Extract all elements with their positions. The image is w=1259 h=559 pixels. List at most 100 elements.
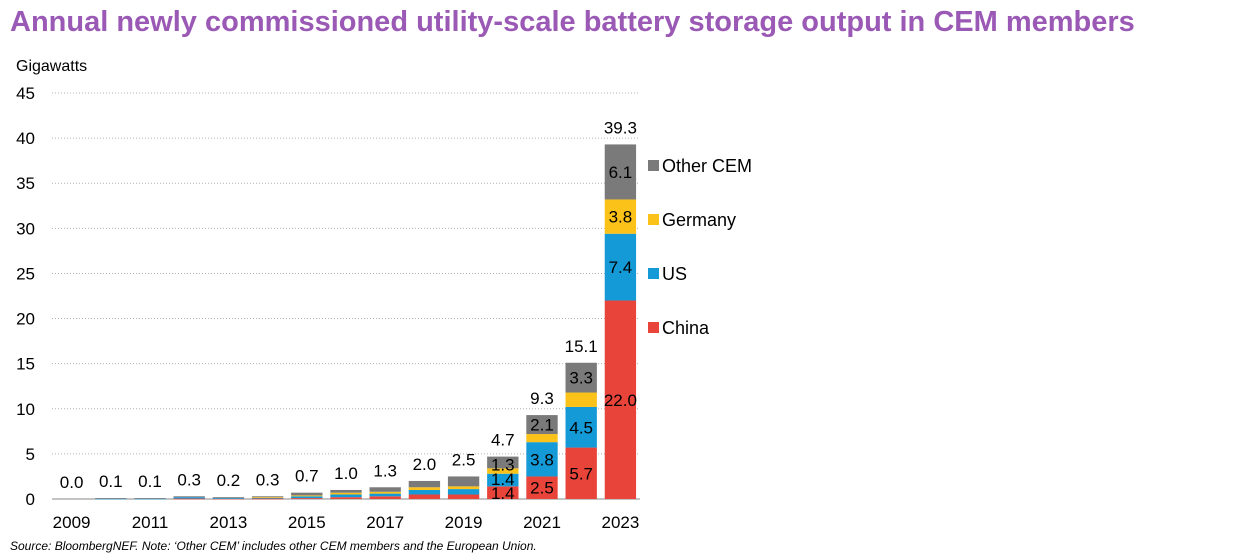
bar-segment-us: [173, 497, 205, 499]
bar-segment-germany: [487, 468, 519, 474]
total-label: 9.3: [530, 389, 554, 408]
y-tick-label: 5: [26, 445, 35, 464]
segment-label: 1.4: [491, 484, 515, 503]
bar-segment-germany: [251, 497, 284, 498]
y-tick-label: 35: [16, 174, 35, 193]
bar-segment-us: [447, 489, 480, 495]
bar-segment-us: [251, 497, 284, 499]
segment-label: 4.5: [569, 418, 593, 437]
bar-segment-us: [604, 233, 637, 301]
x-tick-label: 2023: [601, 513, 639, 532]
total-label: 0.0: [60, 473, 84, 492]
segment-label: 5.7: [569, 464, 593, 483]
bar-segment-china: [369, 496, 401, 499]
bar-segment-china: [330, 497, 362, 499]
x-tick-label: 2015: [288, 513, 326, 532]
y-tick-label: 25: [16, 264, 35, 283]
bar-segment-china: [526, 476, 558, 499]
segment-label: 7.4: [609, 258, 633, 277]
total-label: 0.3: [177, 470, 201, 489]
y-tick-label: 30: [16, 219, 35, 238]
total-label: 0.1: [99, 472, 123, 491]
total-label: 1.0: [334, 464, 358, 483]
bar-segment-us: [369, 493, 401, 497]
segment-label: 1.4: [491, 470, 515, 489]
legend-label: Other CEM: [662, 156, 752, 176]
y-tick-label: 20: [16, 310, 35, 329]
bar-segment-other-cem: [95, 498, 127, 499]
legend-label: Germany: [662, 210, 736, 230]
bar-segment-other-cem: [487, 456, 519, 469]
bar-segment-other-cem: [369, 487, 401, 492]
total-label: 2.0: [413, 455, 437, 474]
segment-label: 2.5: [530, 479, 554, 498]
bar-segment-us: [565, 406, 597, 448]
total-label: 39.3: [604, 118, 637, 137]
bar-segment-china: [447, 494, 480, 499]
bar-segment-other-cem: [447, 476, 480, 487]
total-label: 1.3: [373, 461, 397, 480]
bar-segment-germany: [369, 491, 401, 494]
y-tick-label: 15: [16, 355, 35, 374]
segment-label: 3.8: [530, 450, 554, 469]
x-tick-label: 2017: [366, 513, 404, 532]
total-label: 15.1: [565, 337, 598, 356]
x-tick-label: 2021: [523, 513, 561, 532]
bar-segment-other-cem: [408, 480, 441, 488]
segment-label: 1.3: [491, 455, 515, 474]
segment-label: 2.1: [530, 416, 554, 435]
bar-segment-china: [408, 494, 441, 499]
bar-segment-germany: [604, 199, 637, 234]
total-label: 2.5: [452, 450, 476, 469]
legend-swatch: [648, 160, 659, 171]
bar-segment-germany: [408, 487, 441, 490]
bar-segment-us: [212, 498, 245, 499]
bar-segment-other-cem: [291, 492, 323, 496]
bar-segment-germany: [526, 434, 558, 443]
bar-segment-other-cem: [134, 498, 166, 499]
y-tick-label: 10: [16, 400, 35, 419]
bar-segment-other-cem: [526, 415, 558, 435]
bar-segment-other-cem: [173, 496, 205, 498]
bar-segment-germany: [565, 392, 597, 407]
bar-segment-other-cem: [212, 497, 245, 499]
bar-segment-us: [330, 494, 362, 498]
legend-swatch: [648, 214, 659, 225]
bar-segment-us: [487, 473, 519, 487]
total-label: 0.7: [295, 467, 319, 486]
bar-segment-other-cem: [565, 362, 597, 393]
legend-label: China: [662, 318, 710, 338]
y-axis-label: Gigawatts: [16, 58, 88, 75]
legend-swatch: [648, 322, 659, 333]
bar-segment-china: [565, 447, 597, 499]
bar-segment-us: [526, 442, 558, 477]
total-label: 4.7: [491, 431, 515, 450]
x-tick-label: 2019: [445, 513, 483, 532]
bar-segment-china: [291, 498, 323, 499]
x-tick-label: 2009: [53, 513, 91, 532]
segment-label: 22.0: [604, 391, 637, 410]
segment-label: 3.3: [569, 369, 593, 388]
bar-segment-us: [291, 496, 323, 499]
chart-title: Annual newly commissioned utility-scale …: [10, 6, 1135, 38]
y-tick-label: 45: [16, 84, 35, 103]
bar-segment-china: [487, 486, 519, 499]
bar-segment-china: [212, 498, 245, 500]
total-label: 0.1: [138, 472, 162, 491]
y-tick-label: 0: [26, 490, 35, 509]
bar-segment-germany: [291, 495, 323, 497]
bar-segment-germany: [330, 492, 362, 495]
total-label: 0.2: [217, 471, 241, 490]
bar-segment-china: [251, 498, 284, 500]
bar-segment-other-cem: [330, 489, 362, 493]
source-note: Source: BloombergNEF. Note: ‘Other CEM’ …: [10, 539, 537, 553]
bar-segment-china: [173, 498, 205, 500]
total-label: 0.3: [256, 470, 280, 489]
bar-segment-us: [95, 498, 127, 500]
bar-segment-china: [604, 300, 637, 499]
bar-segment-us: [134, 498, 166, 500]
segment-label: 3.8: [609, 208, 633, 227]
legend-label: US: [662, 264, 687, 284]
x-tick-label: 2011: [132, 513, 169, 532]
